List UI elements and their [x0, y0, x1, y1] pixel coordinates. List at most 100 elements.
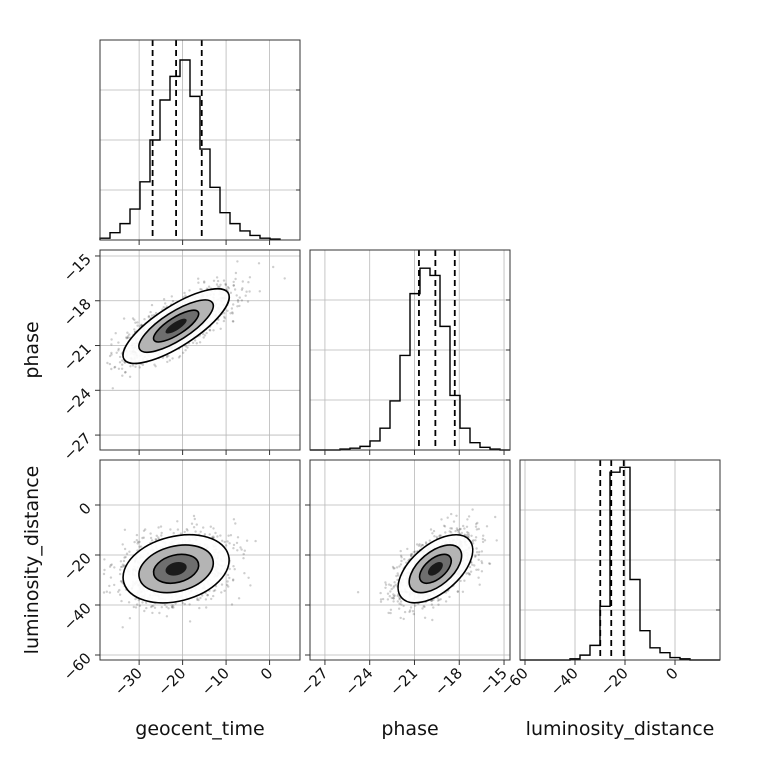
scatter-point: [392, 586, 395, 589]
scatter-point: [204, 598, 208, 601]
scatter-point: [379, 598, 383, 601]
scatter-point: [108, 565, 112, 568]
scatter-point: [384, 581, 387, 584]
scatter-point: [448, 595, 451, 599]
scatter-point: [469, 570, 473, 573]
scatter-point: [111, 387, 115, 390]
scatter-point: [198, 606, 201, 610]
scatter-point: [468, 573, 472, 576]
scatter-point: [421, 607, 424, 610]
scatter-point: [142, 536, 145, 539]
scatter-point: [398, 602, 401, 605]
scatter-point: [117, 367, 121, 370]
scatter-point: [201, 594, 204, 597]
scatter-point: [232, 320, 235, 323]
scatter-point: [415, 543, 419, 546]
scatter-point: [133, 318, 136, 321]
scatter-point: [485, 525, 489, 528]
scatter-point: [158, 611, 161, 615]
scatter-point: [114, 332, 117, 335]
scatter-point: [185, 528, 188, 531]
scatter-point: [456, 528, 459, 532]
scatter-point: [168, 359, 171, 362]
scatter-point: [229, 534, 233, 537]
scatter-point: [217, 285, 220, 288]
scatter-point: [227, 585, 230, 588]
scatter-point: [475, 547, 478, 550]
scatter-point: [188, 620, 192, 623]
scatter-point: [234, 522, 237, 525]
x-tick-label-phase: −18: [431, 664, 466, 699]
scatter-point: [236, 260, 239, 263]
scatter-point: [193, 517, 196, 521]
scatter-point: [205, 606, 208, 609]
scatter-point: [463, 527, 466, 530]
scatter-point: [243, 549, 246, 552]
scatter-point: [399, 554, 403, 557]
scatter-point: [231, 579, 235, 582]
scatter-point: [448, 530, 451, 533]
scatter-point: [229, 312, 232, 315]
scatter-point: [126, 335, 130, 338]
scatter-point: [228, 567, 231, 571]
scatter-point: [244, 294, 247, 297]
x-tick-label-geocent_time: 0: [257, 664, 276, 683]
scatter-point: [483, 539, 487, 542]
scatter-point: [102, 591, 106, 594]
scatter-point: [467, 533, 470, 537]
scatter-point: [152, 604, 155, 608]
scatter-point: [134, 365, 137, 368]
scatter-point: [477, 576, 480, 579]
scatter-point: [412, 612, 415, 616]
scatter-point: [402, 604, 405, 608]
scatter-point: [149, 310, 152, 314]
scatter-point: [190, 522, 194, 525]
scatter-point: [417, 544, 421, 547]
histogram-phase: [310, 267, 510, 451]
scatter-point: [110, 338, 113, 341]
y-tick-label-phase: −18: [60, 295, 95, 330]
scatter-point: [203, 281, 206, 284]
scatter-point: [200, 288, 203, 291]
scatter-point: [400, 559, 403, 563]
scatter-point: [393, 594, 396, 597]
scatter-point: [228, 542, 231, 545]
scatter-point: [103, 568, 106, 572]
scatter-point: [120, 580, 124, 583]
scatter-point: [118, 588, 121, 592]
scatter-point: [466, 518, 469, 521]
scatter-point: [258, 290, 261, 293]
scatter-point: [118, 361, 122, 364]
scatter-point: [432, 529, 436, 533]
scatter-point: [389, 584, 393, 587]
scatter-point: [246, 300, 250, 303]
scatter-point: [109, 576, 113, 579]
scatter-point: [439, 598, 442, 601]
x-tick-label-luminosity_distance: −40: [547, 664, 582, 699]
y-tick-label-phase: −24: [60, 384, 95, 419]
scatter-point: [442, 524, 446, 527]
scatter-point: [474, 525, 478, 528]
scatter-point: [174, 602, 177, 605]
scatter-point: [226, 573, 230, 577]
scatter-point: [108, 591, 112, 594]
scatter-point: [481, 540, 485, 544]
scatter-point: [203, 280, 206, 283]
scatter-point: [155, 534, 158, 537]
scatter-point: [429, 528, 433, 531]
y-axis-label-phase: phase: [21, 321, 43, 378]
scatter-point: [446, 516, 449, 519]
scatter-point: [198, 341, 202, 344]
scatter-point: [457, 531, 460, 534]
scatter-point: [241, 287, 244, 290]
scatter-point: [209, 525, 212, 528]
x-tick-label-luminosity_distance: 0: [662, 664, 681, 683]
scatter-point: [119, 565, 123, 569]
scatter-point: [477, 568, 480, 571]
scatter-point: [437, 603, 440, 606]
scatter-point: [229, 291, 233, 294]
scatter-point: [136, 542, 139, 545]
scatter-point: [231, 311, 234, 314]
scatter-point: [226, 583, 229, 587]
scatter-point: [474, 554, 477, 557]
